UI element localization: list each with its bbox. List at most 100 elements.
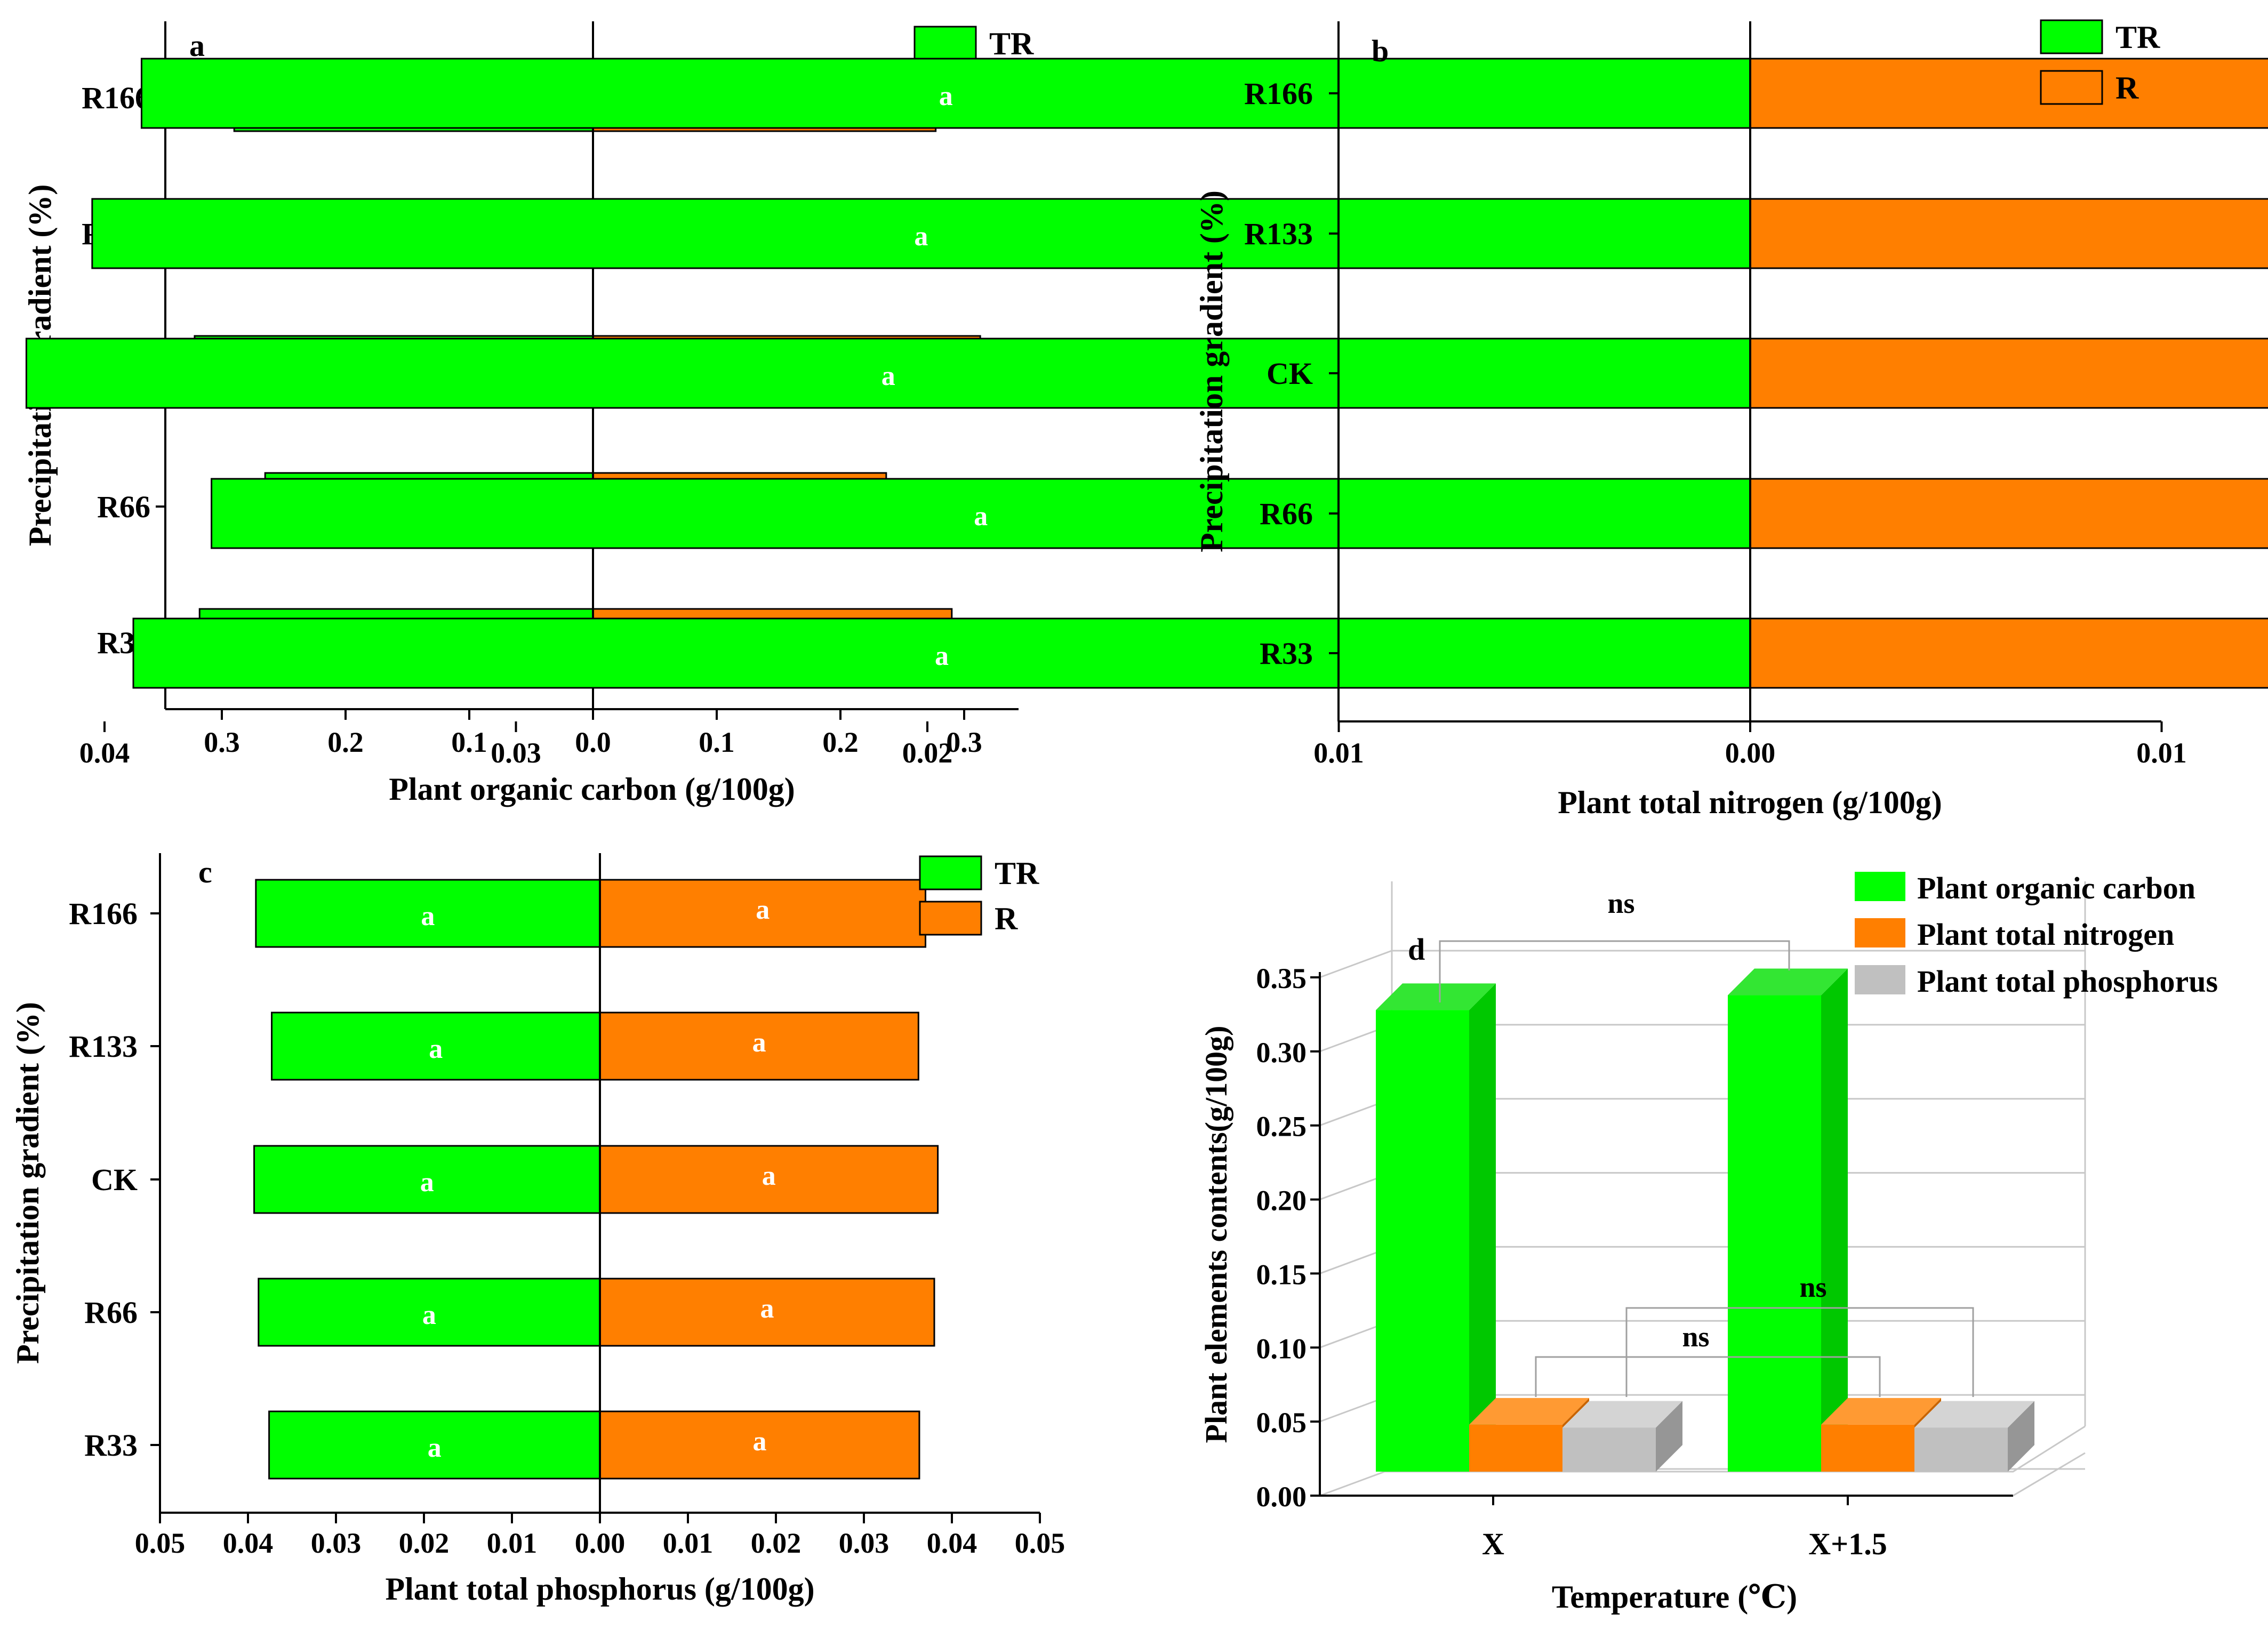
x-tick-label: 0.03 <box>839 1527 889 1559</box>
bar3d-top-X+1.5-1 <box>1821 1398 1941 1425</box>
x-tick-label: 0.2 <box>822 726 859 758</box>
legend-label-R: R <box>2115 70 2139 106</box>
category-label-X: X <box>1482 1527 1504 1561</box>
y-tick-label: 0.05 <box>1256 1407 1307 1439</box>
x-tick-label: 0.00 <box>575 1527 626 1559</box>
significance-bracket <box>1625 1307 1974 1397</box>
floor-edge <box>2013 1452 2086 1497</box>
category-label-R166: R166 <box>69 896 138 931</box>
bar3d-X-plant-organic-carbon <box>1376 1010 1469 1472</box>
panel-a: aaR166aaR133aaCKaaR66aaR330.30.20.10.00.… <box>22 21 1034 807</box>
bar3d-side-X-0 <box>1469 983 1496 1472</box>
sig-letter-r-CK: a <box>762 1161 776 1191</box>
grid-line <box>1319 1468 2085 1497</box>
y-axis-title: Precipitation gradient (%) <box>1194 190 1229 552</box>
category-label-R66: R66 <box>1260 496 1313 531</box>
x-tick-label: 0.05 <box>1015 1527 1065 1559</box>
category-label-R66: R66 <box>84 1295 138 1330</box>
significance-label: ns <box>1799 1271 1826 1303</box>
bar3d-X+1.5-plant-organic-carbon <box>1728 995 1821 1472</box>
bar3d-top-X+1.5-2 <box>1914 1401 2034 1428</box>
x-axis-title: Plant organic carbon (g/100g) <box>389 772 795 807</box>
bar3d-top-X-1 <box>1469 1398 1589 1425</box>
x-tick-label: 0.3 <box>946 726 982 758</box>
bar-tr-R133 <box>271 1011 601 1081</box>
y-tick-label: 0.10 <box>1256 1332 1307 1364</box>
x-tick-label: 0.02 <box>751 1527 802 1559</box>
bar-r-R166 <box>1749 58 2268 129</box>
legend-label-plant-organic-carbon: Plant organic carbon <box>1917 871 2195 905</box>
bar-tr-R33 <box>268 1410 601 1480</box>
sig-letter-tr-R33: a <box>428 1433 442 1463</box>
sig-letter-r-R66: a <box>760 1294 774 1324</box>
x-tick-label: 0.01 <box>663 1527 714 1559</box>
panel-label: a <box>189 28 205 63</box>
bar3d-top-X+1.5-0 <box>1728 968 1848 995</box>
sig-letter-r-R166: a <box>756 895 770 925</box>
sig-letter-r-R33: a <box>752 1426 766 1457</box>
x-tick-label: 0.1 <box>451 726 487 758</box>
bar-r-R133 <box>599 1011 919 1081</box>
legend-label-plant-total-phosphorus: Plant total phosphorus <box>1917 964 2218 999</box>
significance-bracket <box>1439 940 1790 1002</box>
bar3d-X-plant-total-phosphorus <box>1562 1427 1656 1472</box>
bar-tr-R66 <box>258 1278 601 1347</box>
bar3d-X+1.5-plant-total-nitrogen <box>1821 1424 1914 1472</box>
bar3d-side-X+1.5-2 <box>2008 1401 2034 1472</box>
significance-label: ns <box>1682 1321 1709 1353</box>
bar-tr-R166 <box>140 58 1751 129</box>
sig-letter-tr-R166: a <box>421 901 435 932</box>
category-label-R66: R66 <box>97 489 150 524</box>
sig-letter-tr-CK: a <box>420 1167 434 1198</box>
legend-swatch-plant-total-phosphorus <box>1855 965 1905 994</box>
bar-tr-R33 <box>132 617 1751 689</box>
legend-label-TR: TR <box>2115 20 2160 55</box>
legend-label-TR: TR <box>995 856 1039 891</box>
y-axis-title: Plant elements contents(g/100g) <box>1199 1026 1233 1443</box>
y-tick-label: 0.00 <box>1256 1481 1307 1513</box>
sig-letter-tr-R33: a <box>935 641 949 671</box>
x-tick-label: 0.01 <box>2136 737 2187 769</box>
significance-bracket <box>1535 1356 1881 1397</box>
legend-swatch-plant-total-nitrogen <box>1855 918 1905 948</box>
y-tick-label: 0.15 <box>1256 1258 1307 1290</box>
sig-letter-tr-R133: a <box>914 221 928 252</box>
sig-letter-tr-R166: a <box>939 81 953 111</box>
y-tick-label: 0.30 <box>1256 1037 1307 1069</box>
x-tick-label: 0.02 <box>902 737 953 769</box>
bar3d-side-X-2 <box>1656 1401 1682 1472</box>
legend-swatch-R <box>919 901 982 936</box>
sig-letter-tr-R133: a <box>429 1034 443 1064</box>
bar-tr-CK <box>25 338 1751 409</box>
x-tick-label: 0.04 <box>223 1527 274 1559</box>
panel-label: b <box>1372 34 1389 68</box>
panel-label: d <box>1408 932 1425 967</box>
bar3d-top-X-0 <box>1376 983 1496 1010</box>
legend-swatch-TR <box>913 26 977 61</box>
legend-label-TR: TR <box>989 26 1034 61</box>
bar3d-X-plant-total-nitrogen <box>1469 1424 1562 1472</box>
bar-r-R66 <box>599 1278 935 1347</box>
sig-letter-tr-R66: a <box>422 1300 436 1330</box>
bar-r-CK <box>599 1145 939 1214</box>
category-label-CK: CK <box>1267 356 1313 391</box>
category-label-CK: CK <box>91 1162 138 1197</box>
x-axis-title: Temperature (℃) <box>1552 1579 1797 1615</box>
x-tick-label: 0.00 <box>1725 737 1776 769</box>
category-label-R33: R33 <box>84 1428 138 1463</box>
bar-r-R33 <box>599 1410 920 1480</box>
category-label-R166: R166 <box>82 81 150 115</box>
x-tick-label: 0.02 <box>399 1527 450 1559</box>
significance-label: ns <box>1607 887 1634 919</box>
category-label-R33: R33 <box>1260 636 1313 671</box>
category-label-R133: R133 <box>1244 216 1313 251</box>
y-tick-label: 0.20 <box>1256 1185 1307 1217</box>
bar-r-R133 <box>1749 198 2268 269</box>
legend-swatch-TR <box>919 855 982 890</box>
category-label-R133: R133 <box>69 1029 138 1064</box>
bar-tr-R66 <box>211 478 1751 549</box>
category-label-R166: R166 <box>1244 76 1313 111</box>
bar-r-R166 <box>599 879 926 948</box>
sig-letter-r-R133: a <box>752 1027 766 1058</box>
x-tick-label: 0.01 <box>1313 737 1364 769</box>
